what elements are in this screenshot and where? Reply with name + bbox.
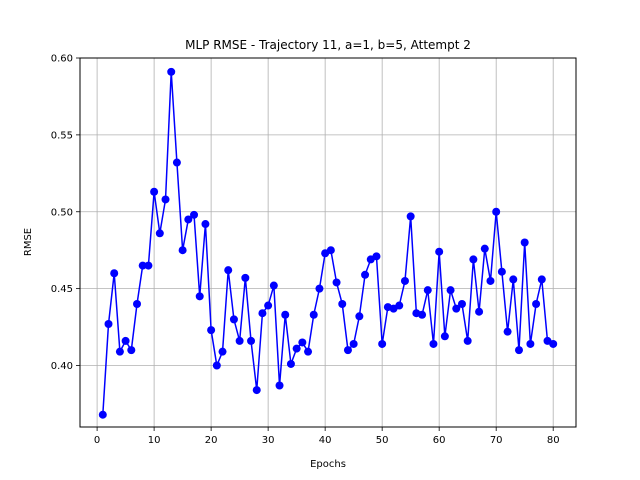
data-point [172,158,181,167]
data-point [532,300,541,308]
data-point [258,309,267,318]
y-axis-ticks: 0.40 0.45 0.50 0.55 0.60 [51,54,80,372]
data-point [115,347,124,356]
data-point [252,386,261,395]
data-point [184,215,193,224]
data-point [446,286,455,295]
x-tick-label: 80 [547,435,560,446]
data-point [201,220,210,229]
data-point [315,284,324,293]
data-point [138,261,147,270]
data-point [452,304,461,313]
x-tick-label: 30 [262,435,275,446]
data-point [207,326,216,335]
data-point [195,292,204,301]
data-point [429,339,438,348]
data-point [440,332,449,341]
series-rmse [98,67,558,419]
data-point [190,210,199,219]
data-point [395,301,404,310]
data-point [526,339,535,348]
data-point [378,339,387,348]
x-tick-label: 0 [94,435,100,446]
data-point [224,266,233,275]
y-tick-label: 0.60 [51,54,73,65]
data-point [98,410,107,419]
data-point [150,187,159,196]
x-axis-ticks: 0 10 20 30 40 50 60 70 80 [94,427,560,446]
data-point [275,381,284,390]
data-point [343,346,352,355]
x-tick-label: 20 [205,435,218,446]
data-point [269,281,278,290]
data-point [361,270,370,279]
data-point [463,336,472,345]
data-point [229,315,238,324]
data-point [326,246,335,255]
x-tick-label: 70 [490,435,503,446]
plot-frame [79,57,577,428]
data-point [475,307,484,316]
data-point [435,247,444,256]
data-point [549,339,558,348]
data-point [110,269,119,278]
data-point [304,347,313,356]
data-point [497,267,506,276]
data-point [212,361,221,370]
y-tick-label: 0.45 [51,284,73,295]
data-point [178,246,187,255]
data-point [241,273,250,282]
data-point [503,327,512,336]
data-point [537,275,546,284]
data-point [167,67,176,76]
data-point [457,300,466,308]
data-point [406,212,415,221]
data-point [133,300,142,308]
x-tick-label: 10 [148,435,161,446]
data-point [161,195,170,204]
data-point [309,310,318,319]
data-point [520,238,529,247]
x-tick-label: 40 [319,435,332,446]
data-point [281,310,290,319]
data-point [349,339,358,348]
data-point [332,278,341,287]
y-axis-label: RMSE [23,228,34,256]
data-point [247,336,256,345]
data-point [127,346,136,355]
data-point [264,301,273,310]
data-point [338,300,347,308]
y-tick-label: 0.55 [51,130,73,141]
x-tick-label: 60 [433,435,446,446]
data-point [144,261,153,270]
data-point [292,344,301,353]
data-point [355,312,364,321]
data-point [469,255,478,264]
y-tick-label: 0.50 [51,207,73,218]
data-point [155,229,164,238]
data-point [480,244,489,253]
data-point [298,338,307,347]
x-axis-label: Epochs [310,459,346,470]
data-point [104,319,113,328]
y-tick-label: 0.40 [51,361,73,372]
data-point [400,276,409,285]
data-point [121,336,130,345]
data-point [235,336,244,345]
data-point [509,275,518,284]
data-point [492,207,501,216]
data-point [372,252,381,261]
data-point [418,310,427,319]
chart-title: MLP RMSE - Trajectory 11, a=1, b=5, Atte… [185,38,471,52]
data-point [218,347,227,356]
data-point [423,286,432,295]
data-point [286,359,295,368]
x-tick-label: 50 [376,435,389,446]
data-point [486,276,495,285]
data-point [514,346,523,355]
